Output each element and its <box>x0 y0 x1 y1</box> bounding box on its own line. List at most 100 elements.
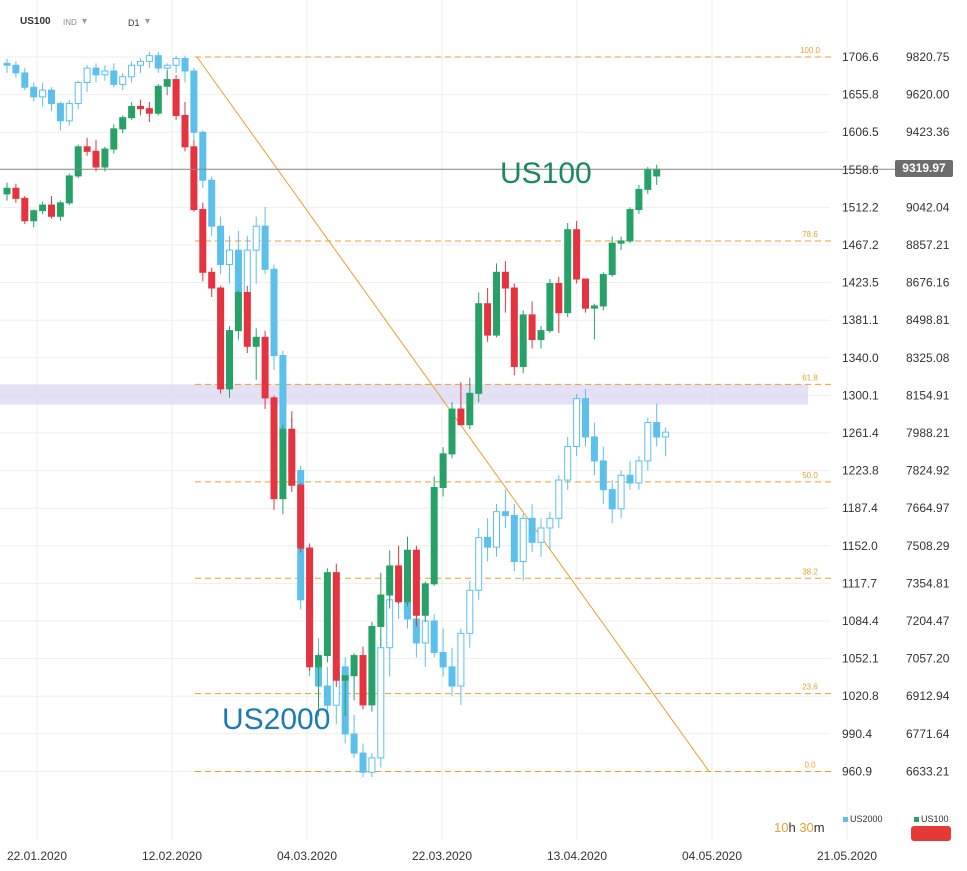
candle-body <box>163 79 171 87</box>
timeframe-dropdown-icon[interactable]: ▾ <box>145 16 151 27</box>
candle-body <box>359 655 367 706</box>
candle-body <box>270 268 278 357</box>
candle-body <box>270 397 278 500</box>
candle-body <box>252 225 260 251</box>
candle-body <box>12 187 20 199</box>
candle-body <box>119 117 127 130</box>
fib-label-0.0: 0.0 <box>804 760 816 769</box>
right-tick-label: 6771.64 <box>906 727 950 741</box>
left-tick-label: 1467.2 <box>842 238 879 252</box>
candle-body <box>12 64 20 74</box>
candle-body <box>323 685 331 706</box>
candle-body <box>208 271 216 289</box>
candle-body <box>582 398 589 438</box>
candle-body <box>617 474 625 510</box>
candle-body <box>439 652 447 668</box>
left-tick-label: 1423.5 <box>842 276 879 290</box>
left-tick-label: 1084.4 <box>842 614 879 628</box>
candle-body <box>332 572 340 681</box>
candle-body <box>564 446 572 481</box>
fib-label-50.0: 50.0 <box>802 471 818 480</box>
right-tick-label: 7057.20 <box>906 652 950 666</box>
candle-body <box>297 484 305 549</box>
right-tick-label: 8676.16 <box>906 276 950 290</box>
candle-body <box>421 620 429 644</box>
candle-body <box>65 175 73 204</box>
candle-body <box>386 565 394 596</box>
legend-us100[interactable]: US100 <box>914 814 949 824</box>
candle-body <box>234 291 242 332</box>
left-tick-label: 1606.5 <box>842 125 879 139</box>
candle-body <box>484 303 492 336</box>
candle-body <box>21 72 29 88</box>
candle-body <box>573 229 581 280</box>
right-tick-label: 7508.29 <box>906 539 950 553</box>
candle-body <box>599 274 607 307</box>
candle-body <box>439 453 447 488</box>
candle-body <box>501 271 509 289</box>
right-tick-label: 7988.21 <box>906 426 950 440</box>
candle-body <box>377 647 385 759</box>
candle-body <box>110 128 118 150</box>
fib-label-23.6: 23.6 <box>802 683 818 692</box>
fib-label-78.6: 78.6 <box>802 230 818 239</box>
candle-body <box>412 549 420 616</box>
candle-body <box>466 589 474 634</box>
candle-body <box>368 625 376 706</box>
left-tick-label: 1261.4 <box>842 426 879 440</box>
candle-body <box>573 398 581 448</box>
candle-body <box>350 655 358 677</box>
candle-body <box>261 225 269 270</box>
candle-countdown: 10h 30m <box>774 820 825 835</box>
candle-body <box>635 188 643 211</box>
candle-body <box>252 336 260 347</box>
right-tick-label: 8325.08 <box>906 351 950 365</box>
right-tick-label: 7664.97 <box>906 501 950 515</box>
timeframe-label[interactable]: D1 <box>128 18 140 28</box>
candle-body <box>137 60 144 66</box>
candle-body <box>368 757 376 773</box>
candle-body <box>519 517 527 562</box>
candle-body <box>101 148 109 168</box>
candle-body <box>493 511 500 548</box>
candle-body <box>564 229 572 314</box>
candle-body <box>608 242 616 276</box>
symbol-label[interactable]: US100 <box>20 16 51 27</box>
candle-body <box>341 675 349 681</box>
candle-body <box>466 392 474 426</box>
support-zone <box>0 384 808 405</box>
sell-button[interactable] <box>911 826 951 841</box>
candle-body <box>582 278 589 309</box>
left-tick-label: 960.9 <box>842 764 872 778</box>
instrument-type: IND <box>63 18 77 27</box>
candle-body <box>217 287 225 390</box>
x-tick-label: 04.05.2020 <box>682 849 742 863</box>
candle-body <box>243 291 251 347</box>
x-tick-label: 21.05.2020 <box>817 849 877 863</box>
candle-body <box>74 81 82 105</box>
candle-body <box>626 209 634 242</box>
candle-body <box>350 733 358 754</box>
candle-body <box>145 108 153 114</box>
candle-body <box>74 146 82 177</box>
candle-body <box>475 537 483 591</box>
legend-us2000[interactable]: US2000 <box>843 814 883 824</box>
candle-body <box>83 146 91 152</box>
x-tick-label: 22.01.2020 <box>7 849 67 863</box>
candle-body <box>430 486 438 585</box>
candle-body <box>555 479 563 519</box>
symbol-dropdown-icon[interactable]: ▾ <box>82 16 88 27</box>
current-price-badge: 9319.97 <box>895 160 953 178</box>
x-axis: 22.01.2020 12.02.2020 04.03.2020 22.03.2020… <box>7 849 877 863</box>
candle-body <box>137 105 144 110</box>
candle-body <box>653 168 661 177</box>
left-axis: 1706.6 1655.8 1606.5 1558.6 1512.2 1467.2 1423… <box>842 50 879 778</box>
candle-body <box>119 76 127 85</box>
candle-body <box>421 583 429 616</box>
us100-series <box>3 70 661 717</box>
candle-body <box>172 58 180 66</box>
candle-body <box>145 55 153 62</box>
candle-body <box>163 64 171 69</box>
candle-body <box>546 517 554 529</box>
